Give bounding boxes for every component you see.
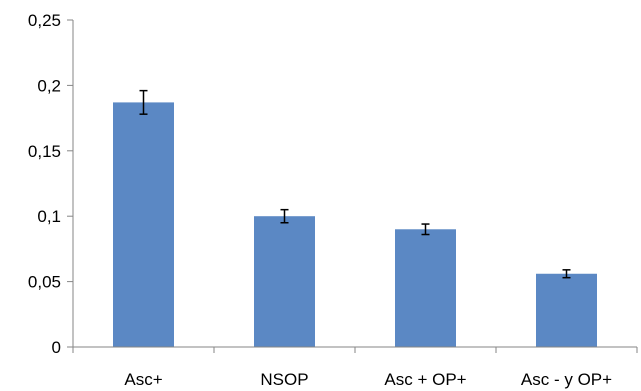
y-tick-label: 0,15 [28,142,61,161]
error-bar [280,208,289,224]
y-tick-label: 0,1 [37,207,61,226]
y-tick-label: 0,25 [28,11,61,30]
bar [113,102,174,348]
error-bars [139,89,571,279]
error-bar [562,269,571,279]
x-tick-label: Asc + OP+ [384,370,466,389]
y-tick-label: 0,2 [37,76,61,95]
error-bar [139,89,148,115]
error-bar [421,223,430,236]
x-axis-ticks: Asc+ NSOP Asc + OP+ Asc - y OP+ [72,347,638,389]
y-axis-ticks: 0 0,05 0,1 0,15 0,2 0,25 [28,11,73,357]
bar [254,216,315,347]
x-tick-label: Asc+ [124,370,162,389]
bars [113,102,597,348]
x-tick-label: Asc - y OP+ [521,370,612,389]
y-tick-label: 0,05 [28,273,61,292]
bar [536,273,597,347]
x-tick-label: NSOP [260,370,308,389]
bar [395,229,456,347]
y-tick-label: 0 [52,338,61,357]
